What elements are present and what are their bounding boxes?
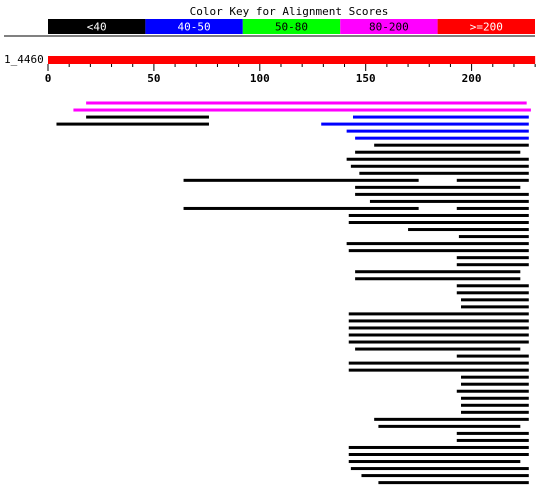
hit-bar: [352, 115, 529, 119]
color-key-swatch: [242, 19, 341, 34]
hit-bar: [369, 199, 529, 203]
hit-bar: [408, 228, 529, 232]
hit-bar: [348, 453, 529, 456]
color-key-label: 80-200: [369, 21, 409, 34]
hit-bar: [355, 277, 521, 281]
hit-bar: [359, 171, 529, 175]
hit-bar: [348, 249, 529, 253]
hit-bar: [461, 382, 529, 386]
hit-bar: [461, 375, 529, 379]
hit-bar: [321, 122, 529, 126]
tick-label: 200: [462, 72, 482, 85]
hit-bar: [183, 206, 419, 210]
hit-bar: [56, 122, 209, 126]
tick-label: 0: [45, 72, 52, 85]
color-key-label: >=200: [470, 21, 503, 34]
hit-bar: [348, 221, 529, 225]
color-key-label: <40: [87, 21, 107, 34]
axis: 0 50 100 150 200: [45, 64, 536, 85]
hit-bar: [461, 403, 529, 407]
hit-bar: [456, 178, 529, 182]
hit-bar: [456, 206, 529, 210]
hit-bar: [456, 284, 529, 288]
color-key-swatch: [340, 19, 438, 34]
color-key: <40 40-50 50-80 80-200 >=200: [48, 19, 535, 34]
color-key-swatch: [437, 19, 535, 34]
hit-bar: [378, 481, 529, 485]
query-sequence-bar: [48, 56, 536, 64]
hit-bar: [461, 396, 529, 400]
hit-bar: [350, 164, 529, 168]
hit-bar: [348, 340, 529, 344]
hit-bar: [348, 326, 529, 330]
query-name-label: 1_4460: [4, 53, 44, 66]
hit-bar: [355, 150, 521, 154]
hit-bar: [355, 136, 529, 140]
hit-bar: [374, 417, 529, 421]
hit-bar: [73, 108, 531, 112]
tick-label: 150: [356, 72, 376, 85]
hit-bar: [86, 101, 527, 105]
hit-bar: [348, 445, 529, 449]
color-key-swatch: [48, 19, 146, 34]
hit-bar: [456, 431, 529, 435]
hit-bar: [378, 424, 521, 428]
color-key-title: Color Key for Alignment Scores: [190, 5, 389, 18]
hit-bar: [456, 354, 529, 358]
hit-bar: [355, 185, 521, 189]
hit-bar: [461, 298, 529, 302]
hit-bar: [348, 361, 529, 365]
hit-bar: [456, 263, 529, 267]
hit-bar: [348, 333, 529, 337]
hit-bar: [348, 213, 529, 217]
hit-bar: [346, 157, 529, 161]
hit-bar: [350, 467, 529, 471]
hit-bar: [346, 129, 529, 133]
hit-bar: [355, 192, 529, 196]
hit-bar: [456, 256, 529, 260]
hit-bar: [348, 368, 529, 372]
hit-bar: [348, 312, 529, 316]
hit-bar: [348, 319, 529, 323]
hit-bars: [56, 101, 531, 485]
hit-bar: [456, 389, 529, 393]
hit-bar: [355, 270, 521, 274]
hit-bar: [355, 347, 521, 351]
hit-bar: [456, 438, 529, 442]
hit-bar: [461, 410, 529, 414]
hit-bar: [348, 460, 521, 464]
hit-bar: [461, 305, 529, 309]
hit-bar: [374, 143, 529, 147]
hit-bar: [361, 474, 529, 478]
hit-bar: [458, 235, 529, 239]
tick-label: 50: [147, 72, 160, 85]
color-key-label: 50-80: [275, 21, 308, 34]
hit-bar: [183, 178, 419, 182]
hit-bar: [456, 291, 529, 295]
hit-bar: [86, 115, 209, 119]
color-key-label: 40-50: [178, 21, 211, 34]
tick-label: 100: [250, 72, 270, 85]
color-key-swatch: [145, 19, 243, 34]
hit-bar: [346, 242, 529, 246]
